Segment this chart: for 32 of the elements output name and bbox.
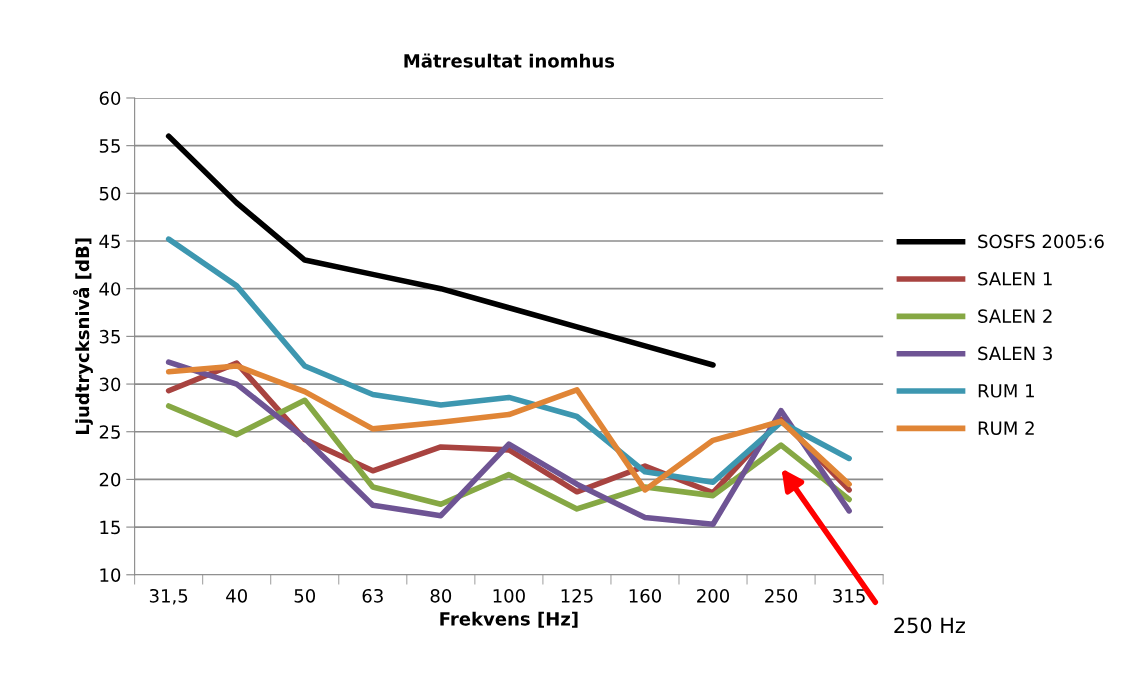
y-tick-label: 50 bbox=[99, 186, 121, 201]
x-tick-label: 63 bbox=[362, 588, 383, 603]
x-tick-label: 31,5 bbox=[149, 588, 188, 605]
y-axis-title: Ljudtrycksnivå [dB] bbox=[72, 238, 93, 435]
x-tick-label: 80 bbox=[430, 588, 452, 603]
y-tick-label: 20 bbox=[99, 472, 121, 487]
x-tick-label: 50 bbox=[294, 588, 316, 603]
legend-label: RUM 1 bbox=[978, 384, 1034, 398]
y-tick-label: 60 bbox=[99, 91, 121, 106]
x-tick-label: 100 bbox=[493, 588, 525, 603]
legend-label: SALEN 2 bbox=[978, 309, 1052, 323]
y-tick-label: 40 bbox=[99, 282, 121, 296]
x-tick-label: 160 bbox=[629, 588, 662, 603]
y-tick-label: 35 bbox=[99, 329, 120, 344]
x-axis-title: Frekvens [Hz] bbox=[440, 611, 578, 628]
legend-label: SALEN 1 bbox=[978, 271, 1052, 286]
x-tick-label: 315 bbox=[833, 588, 865, 603]
y-tick-label: 55 bbox=[99, 139, 120, 153]
legend-label: RUM 2 bbox=[978, 421, 1034, 435]
y-tick-label: 30 bbox=[99, 377, 121, 392]
y-tick-label: 45 bbox=[99, 234, 120, 249]
legend-label: SALEN 3 bbox=[978, 346, 1052, 361]
y-tick-label: 15 bbox=[100, 520, 120, 535]
text: 250 Hz bbox=[894, 617, 965, 634]
x-tick-label: 200 bbox=[697, 588, 730, 603]
y-tick-label: 10 bbox=[100, 568, 121, 582]
chart-title: Mätresultat inomhus bbox=[404, 53, 615, 68]
x-tick-label: 250 bbox=[765, 588, 798, 603]
x-tick-label: 125 bbox=[561, 588, 593, 603]
legend-label: SOSFS 2005:6 bbox=[978, 234, 1104, 249]
x-tick-label: 40 bbox=[226, 588, 247, 603]
y-tick-label: 25 bbox=[99, 425, 120, 439]
